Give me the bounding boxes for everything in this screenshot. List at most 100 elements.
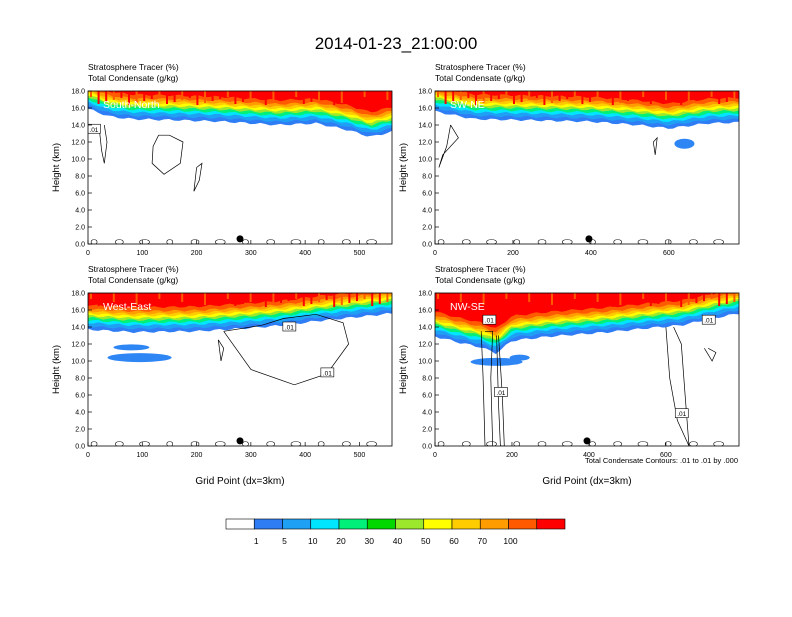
- colorbar-label: 40: [393, 536, 403, 546]
- tracer-streak: [166, 293, 168, 306]
- tracer-streak: [386, 91, 389, 100]
- tracer-streak: [680, 293, 683, 307]
- tracer-streak: [535, 91, 538, 98]
- x-tick-label: 500: [354, 250, 366, 257]
- tracer-streak: [120, 91, 123, 98]
- tracer-streak: [649, 293, 652, 306]
- tracer-streak: [642, 91, 645, 97]
- y-tick-label: 18.0: [418, 291, 432, 298]
- tracer-streak: [528, 91, 531, 100]
- contour-label-box: [674, 408, 689, 419]
- tracer-streak: [181, 293, 184, 302]
- panel-subtitle: Stratosphere Tracer (%): [435, 62, 526, 72]
- y-tick-label: 18.0: [418, 89, 432, 96]
- tracer-streak: [437, 293, 439, 299]
- x-tick-label: 0: [433, 452, 437, 459]
- tracer-streak: [665, 293, 667, 302]
- panel-subtitle: Stratosphere Tracer (%): [88, 62, 179, 72]
- ground-contour: [486, 441, 497, 446]
- tracer-streak: [551, 91, 553, 103]
- ground-contour: [166, 441, 174, 446]
- y-tick-label: 8.0: [422, 174, 432, 181]
- condensate-contour: [217, 339, 225, 362]
- contour-label: .01: [323, 370, 332, 377]
- tracer-streak: [604, 91, 607, 98]
- panel-name: West-East: [103, 301, 151, 313]
- ground-contour: [513, 239, 521, 244]
- ground-contour: [689, 239, 698, 244]
- tracer-streak: [497, 293, 500, 301]
- tracer-streak: [558, 293, 561, 303]
- tracer-streak: [181, 91, 184, 100]
- contour-label: .01: [677, 411, 686, 418]
- tracer-streak: [619, 293, 622, 305]
- tracer-streak: [128, 91, 130, 105]
- ground-contour: [242, 441, 249, 446]
- tracer-streak: [97, 293, 100, 306]
- tracer-field: [435, 91, 739, 244]
- tracer-streak: [257, 293, 260, 300]
- contour-label-box: [320, 367, 335, 378]
- tracer-streak: [204, 293, 206, 305]
- colorbar-label: 1: [254, 536, 259, 546]
- ground-contour: [90, 441, 98, 446]
- tracer-streak: [249, 91, 252, 100]
- tracer-streak: [112, 293, 115, 302]
- condensate-contour: [98, 124, 108, 164]
- ground-contour: [689, 441, 698, 446]
- tracer-streak: [272, 293, 275, 305]
- tracer-streak: [513, 91, 515, 104]
- ground-contour: [713, 239, 724, 244]
- ground-contour: [139, 441, 150, 446]
- y-tick-label: 16.0: [71, 106, 85, 113]
- tracer-streak: [264, 91, 267, 105]
- ground-contour: [166, 239, 174, 244]
- tracer-band: [435, 293, 739, 328]
- tracer-streak: [642, 293, 645, 299]
- x-axis-label: Grid Point (dx=3km): [542, 476, 631, 487]
- tracer-streak: [444, 293, 447, 306]
- panel-name: SW-NE: [450, 99, 485, 111]
- contour-label-box: [88, 123, 101, 134]
- tracer-streak: [634, 293, 637, 301]
- condensate-contour: [151, 134, 184, 175]
- y-tick-label: 4.0: [422, 410, 432, 417]
- colorbar-swatch: [225, 518, 255, 530]
- tracer-streak: [589, 293, 591, 304]
- tracer-streak: [219, 91, 222, 99]
- y-tick-label: 8.0: [422, 376, 432, 383]
- y-tick-label: 4.0: [422, 208, 432, 215]
- colorbar-label: 5: [282, 536, 287, 546]
- tracer-streak: [657, 293, 660, 304]
- tracer-streak: [718, 293, 721, 306]
- condensate-contour: [193, 162, 203, 192]
- tracer-streak: [302, 91, 305, 104]
- ground-contour: [437, 441, 445, 446]
- ground-contour: [366, 441, 377, 446]
- ground-contour: [115, 239, 124, 244]
- y-tick-label: 8.0: [75, 376, 85, 383]
- contour-label: .01: [704, 318, 713, 325]
- y-tick-label: 12.0: [418, 342, 432, 349]
- tracer-streak: [287, 293, 290, 301]
- contour-note: Total Condensate Contours: .01 to .01 by…: [585, 456, 738, 465]
- ground-contour: [613, 239, 623, 244]
- x-tick-label: 300: [245, 250, 257, 257]
- y-tick-label: 6.0: [422, 191, 432, 198]
- tracer-streak: [356, 293, 358, 301]
- tracer-streak: [90, 91, 92, 97]
- tracer-streak: [505, 293, 508, 299]
- tracer-streak: [371, 91, 374, 104]
- tracer-streak: [482, 293, 485, 305]
- tracer-streak: [356, 91, 358, 99]
- ground-contour: [462, 239, 471, 244]
- y-tick-label: 10.0: [71, 157, 85, 164]
- y-tick-label: 2.0: [422, 427, 432, 434]
- tracer-streak: [604, 293, 607, 300]
- ground-contour: [366, 239, 377, 244]
- tracer-streak: [566, 293, 569, 301]
- tracer-streak: [520, 293, 523, 304]
- y-tick-label: 6.0: [75, 393, 85, 400]
- tracer-streak: [490, 91, 493, 101]
- contour-label-box: [494, 387, 508, 397]
